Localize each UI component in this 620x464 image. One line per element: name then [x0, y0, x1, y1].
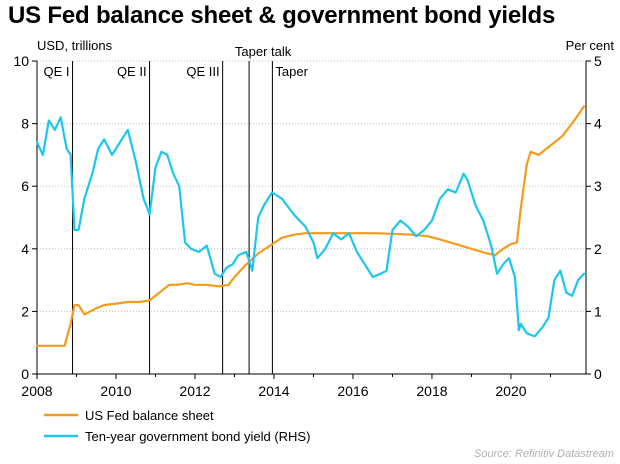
source-note: Source: Refinitiv Datastream — [474, 448, 614, 460]
y-right-tick-label: 0 — [594, 366, 602, 382]
y-left-tick-label: 6 — [21, 178, 29, 194]
x-tick-label: 2008 — [21, 383, 52, 399]
series-line-fed-balance-sheet — [35, 105, 586, 347]
x-tick-label: 2020 — [495, 383, 526, 399]
x-tick-label: 2014 — [258, 383, 289, 399]
legend-label: US Fed balance sheet — [85, 408, 214, 423]
annotation-label: Taper — [275, 64, 308, 79]
y-left-tick-label: 10 — [13, 53, 29, 69]
chart-title: US Fed balance sheet & government bond y… — [8, 2, 556, 29]
right-axis-unit: Per cent — [565, 38, 614, 53]
annotation-label: QE I — [44, 64, 70, 79]
x-tick-label: 2010 — [100, 383, 131, 399]
y-left-tick-label: 0 — [21, 366, 29, 382]
x-tick-label: 2018 — [416, 383, 447, 399]
series-line-bond-yield — [35, 116, 586, 338]
y-left-tick-label: 4 — [21, 241, 29, 257]
left-axis-unit: USD, trillions — [37, 38, 113, 53]
y-right-tick-label: 1 — [594, 303, 602, 319]
y-right-tick-label: 4 — [594, 116, 602, 132]
legend-label: Ten-year government bond yield (RHS) — [85, 429, 310, 444]
y-right-tick-label: 5 — [594, 53, 602, 69]
x-tick-label: 2016 — [337, 383, 368, 399]
y-left-tick-label: 8 — [21, 116, 29, 132]
annotation-label: QE III — [186, 64, 219, 79]
y-right-tick-label: 3 — [594, 178, 602, 194]
annotation-label: QE II — [117, 64, 147, 79]
x-tick-label: 2012 — [179, 383, 210, 399]
y-left-tick-label: 2 — [21, 303, 29, 319]
y-right-tick-label: 2 — [594, 241, 602, 257]
annotation-label: Taper talk — [235, 44, 292, 59]
